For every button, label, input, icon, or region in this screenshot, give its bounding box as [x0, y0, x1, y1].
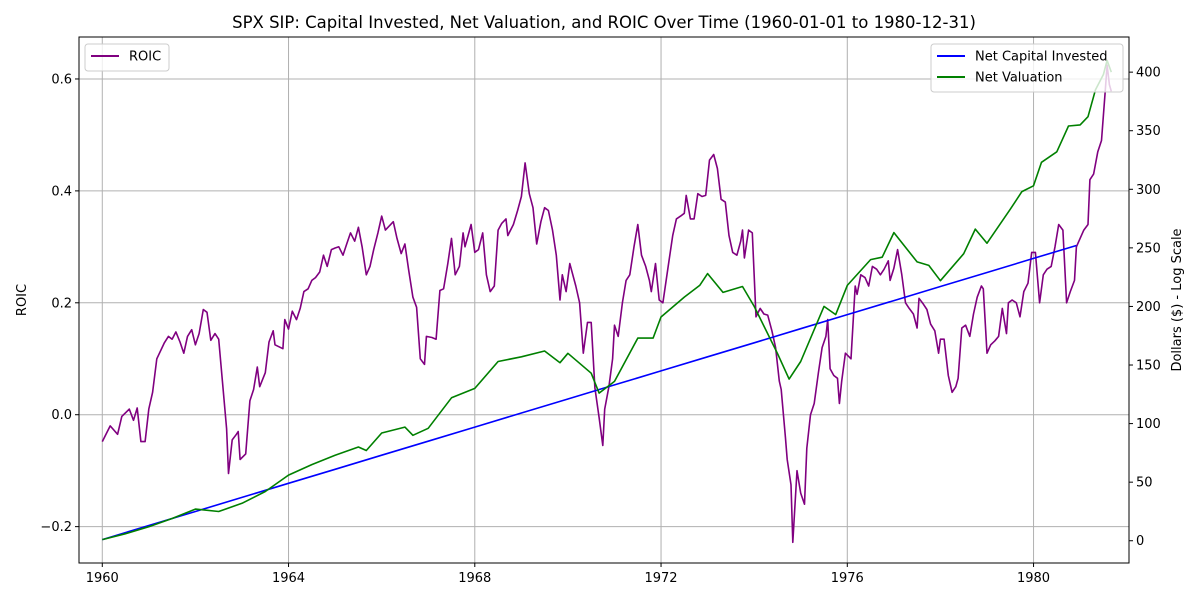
left-tick-label: 0.0 [51, 408, 72, 423]
right-tick-label: 200 [1136, 300, 1161, 315]
right-tick-label: 0 [1136, 534, 1144, 549]
axes [78, 36, 1130, 564]
legend-dollars: Net Capital Invested Net Valuation [930, 43, 1124, 93]
net-valuation-legend-label: Net Valuation [975, 71, 1063, 86]
roic-line [101, 64, 1113, 544]
left-tick-label: 0.6 [51, 72, 72, 87]
right-tick-label: 100 [1136, 417, 1161, 432]
x-tick-label: 1976 [831, 571, 864, 586]
right-tick-label: 50 [1136, 476, 1153, 491]
left-tick-label: 0.4 [51, 184, 72, 199]
chart-title: SPX SIP: Capital Invested, Net Valuation… [232, 13, 976, 32]
right-tick-label: 350 [1136, 124, 1161, 139]
legend-frame [930, 43, 1124, 93]
tick-marks: 1960 1964 1968 1972 1976 1980 −0.2 0.0 0.2 0.4 0.6… [40, 66, 1160, 586]
left-tick-label: 0.2 [51, 296, 72, 311]
right-tick-label: 150 [1136, 359, 1161, 374]
net-capital-invested-line [102, 244, 1077, 541]
x-tick-label: 1968 [458, 571, 491, 586]
right-tick-label: 300 [1136, 183, 1161, 198]
right-tick-label: 250 [1136, 241, 1161, 256]
x-tick-label: 1964 [272, 571, 305, 586]
left-axis-label: ROIC [15, 284, 30, 316]
plot-frame [78, 36, 1130, 564]
roic-legend-label: ROIC [129, 50, 161, 65]
legend-roic: ROIC [84, 43, 170, 72]
net-valuation-line [102, 59, 1113, 541]
x-tick-label: 1972 [644, 571, 677, 586]
net-capital-invested-legend-label: Net Capital Invested [975, 50, 1108, 65]
grid-lines [79, 37, 1129, 563]
x-tick-label: 1980 [1017, 571, 1050, 586]
legend-frame [84, 43, 170, 72]
series-layer [101, 59, 1113, 544]
right-tick-label: 400 [1136, 66, 1161, 81]
right-axis-label: Dollars ($) - Log Scale [1170, 228, 1185, 371]
x-tick-label: 1960 [86, 571, 119, 586]
left-tick-label: −0.2 [40, 520, 72, 535]
